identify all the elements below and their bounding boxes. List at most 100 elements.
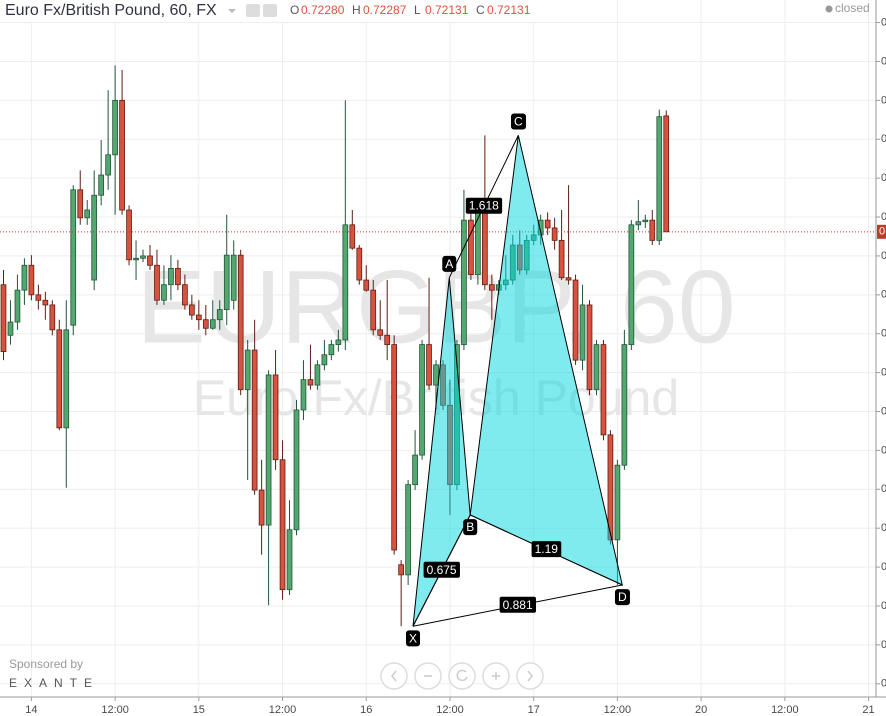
ratio-label-bg	[465, 197, 503, 214]
candle-body	[621, 344, 628, 466]
candle-body	[7, 321, 14, 336]
candle-body	[272, 374, 279, 461]
y-tick-label: 0.7165	[881, 600, 886, 612]
candle-body	[70, 189, 77, 326]
x-tick-label: 16	[360, 704, 372, 716]
ohlc-key: C	[476, 3, 485, 17]
x-tick-label: 14	[25, 704, 37, 716]
candle-body	[21, 264, 28, 291]
candle-body	[161, 284, 167, 301]
point-label-bg	[463, 519, 478, 536]
y-tick-label: 0.724	[881, 16, 886, 28]
candle-body	[342, 224, 349, 341]
candle-body	[237, 254, 244, 391]
candle-body	[28, 264, 35, 296]
candle-body	[635, 221, 642, 226]
eye-button[interactable]	[246, 4, 260, 17]
candle-body	[105, 154, 111, 176]
x-tick-label: 12:00	[101, 704, 129, 716]
header-bg	[0, 0, 560, 22]
reset-button[interactable]	[448, 662, 476, 690]
candle-body	[551, 227, 558, 241]
y-tick-label: 0.718	[881, 483, 886, 495]
candle-body	[398, 564, 404, 576]
ohlc-value: 0.72287	[363, 3, 407, 17]
candle-body	[209, 319, 216, 329]
candle-body	[56, 329, 63, 429]
candle-body	[147, 255, 153, 266]
candle-body	[182, 284, 188, 306]
point-label-bg	[442, 255, 457, 272]
candle-body	[488, 284, 495, 291]
point-label-bg	[405, 630, 421, 647]
x-tick-label: 21	[862, 704, 874, 716]
candle-body	[349, 224, 356, 249]
candle-body	[286, 529, 293, 591]
scroll-left-button[interactable]	[380, 662, 408, 690]
candle-body	[356, 247, 363, 281]
ratio-label: 1.618	[469, 199, 499, 213]
y-tick-label: 0.7195	[881, 367, 886, 379]
candle-body	[244, 349, 251, 391]
point-label-bg	[511, 113, 527, 130]
candle-body	[77, 189, 84, 219]
candle-body	[49, 304, 56, 331]
candle-body	[230, 254, 237, 301]
ratio-label: 1.19	[535, 542, 559, 556]
ohlc-value: 0.72280	[301, 3, 345, 17]
candle-body	[14, 289, 21, 323]
last-price-tag	[877, 224, 886, 239]
candle-body	[468, 219, 474, 275]
candle-body	[461, 219, 467, 346]
candle-body	[189, 304, 195, 316]
candle-body	[195, 314, 202, 321]
y-tick-label: 0.7205	[881, 289, 886, 301]
candle-body	[412, 454, 418, 486]
settings-button[interactable]	[263, 4, 277, 17]
x-tick-label: 12:00	[604, 704, 632, 716]
y-tick-label: 0.717	[881, 561, 886, 573]
candle-body	[328, 344, 335, 356]
candle-body	[98, 174, 104, 196]
candle-body	[649, 219, 656, 241]
axes-layer: 0.7155 0.716 0.7165 0.717 0.7175 0.718 0.7185 0…	[25, 16, 886, 716]
candle-body	[586, 304, 593, 391]
candle-body	[579, 304, 586, 361]
candle-body	[140, 255, 146, 259]
candle-body	[321, 354, 328, 366]
scroll-right-button[interactable]	[516, 662, 544, 690]
candle-body	[433, 364, 439, 386]
candle-body	[133, 257, 139, 261]
candle-body	[572, 279, 579, 361]
candle-body	[314, 364, 321, 386]
candle-body	[307, 379, 314, 386]
status-dot	[825, 5, 833, 13]
symbol-caret[interactable]	[228, 9, 236, 13]
candle-body	[565, 277, 572, 281]
symbol-title[interactable]: Euro Fx/British Pound, 60, FX	[5, 2, 217, 19]
candle-body	[405, 484, 411, 576]
candle-body	[216, 309, 223, 321]
candle-body	[35, 294, 42, 301]
candle-body	[426, 344, 432, 386]
candle-body	[154, 264, 160, 301]
ratio-label-bg	[423, 561, 460, 578]
y-tick-label: 0.7175	[881, 522, 886, 534]
candle-body	[391, 344, 398, 551]
y-tick-label: 0.7215	[881, 211, 886, 223]
candle-body	[593, 344, 600, 391]
sponsor-brand[interactable]: EXANTE	[9, 676, 99, 690]
candle-body	[370, 289, 377, 331]
last-price-label: 0.72131	[879, 226, 886, 238]
candle-body	[614, 464, 621, 541]
y-tick-label: 0.7225	[881, 133, 886, 145]
ohlc-value: 0.72131	[487, 3, 531, 17]
candle-body	[112, 99, 118, 156]
ratio-label-bg	[499, 596, 536, 613]
candle-body	[0, 284, 7, 353]
candle-body	[335, 339, 342, 346]
x-tick-label: 20	[695, 704, 707, 716]
candle-body	[63, 329, 70, 429]
candle-body	[251, 349, 258, 491]
